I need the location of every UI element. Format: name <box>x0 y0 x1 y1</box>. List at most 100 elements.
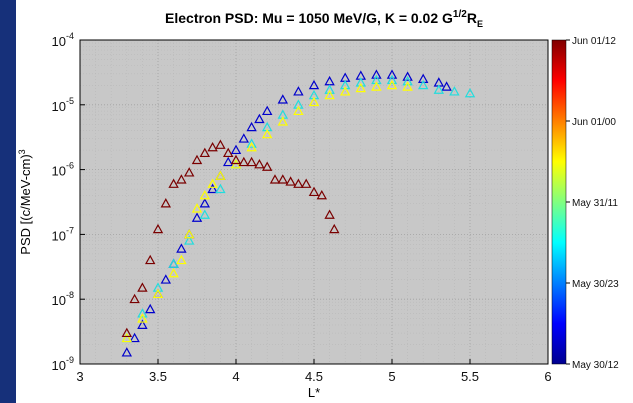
data-point <box>137 282 148 292</box>
data-point <box>215 170 226 180</box>
data-point <box>183 228 195 239</box>
data-point <box>433 84 445 94</box>
data-point <box>129 332 140 343</box>
data-point <box>230 154 242 165</box>
data-point <box>300 178 312 188</box>
data-point <box>308 186 320 197</box>
data-point <box>293 178 304 188</box>
x-tick-label: 5 <box>388 369 395 384</box>
data-point <box>199 198 211 208</box>
data-point <box>199 147 211 158</box>
data-point <box>215 139 226 149</box>
data-point <box>121 347 133 357</box>
data-point <box>160 274 172 284</box>
chart-title: Electron PSD: Mu = 1050 MeV/G, K = 0.02 … <box>165 9 483 29</box>
data-point <box>137 319 148 329</box>
colorbar-tick-label: May 30/12 <box>572 360 619 371</box>
data-point <box>355 82 367 93</box>
data-point <box>152 288 164 299</box>
data-series <box>121 69 476 357</box>
data-point <box>285 176 296 186</box>
data-point <box>246 121 257 132</box>
y-tick-label: 10-8 <box>52 290 74 308</box>
data-point <box>339 79 351 90</box>
data-point <box>441 81 452 91</box>
data-point <box>183 167 195 177</box>
series-2 <box>121 79 413 343</box>
data-point <box>308 79 320 90</box>
data-point <box>324 89 335 100</box>
data-point <box>417 79 429 90</box>
colorbar-tick-label: May 31/11 <box>572 198 618 209</box>
x-tick-label: 6 <box>544 369 551 384</box>
colorbar-tick-label: Jun 01/12 <box>572 36 616 47</box>
data-point <box>144 254 156 265</box>
data-point <box>293 99 304 109</box>
x-tick-label: 4 <box>232 369 239 384</box>
y-tick-label: 10-7 <box>52 225 74 243</box>
axis-ticks: 3 3.5 4 4.5 5 5.5 6 10-9 10-8 10-7 10-6 10-5 10-4 <box>52 31 552 384</box>
y-tick-label: 10-6 <box>52 161 74 179</box>
x-tick-label: 3 <box>76 369 83 384</box>
data-point <box>238 133 250 143</box>
data-point <box>160 198 172 208</box>
x-tick-label: 3.5 <box>149 369 167 384</box>
data-point <box>449 86 460 96</box>
y-tick-label: 10-4 <box>52 31 74 49</box>
data-point <box>246 141 257 152</box>
data-point <box>137 313 148 323</box>
data-point <box>254 113 265 124</box>
data-point <box>207 183 218 194</box>
data-point <box>207 141 218 152</box>
data-point <box>371 81 382 91</box>
data-point <box>254 159 265 169</box>
data-point <box>386 74 398 85</box>
y-tick-label: 10-5 <box>52 96 74 114</box>
data-point <box>152 223 164 234</box>
svg-text:Electron PSD: Mu = 1050 MeV/G,: Electron PSD: Mu = 1050 MeV/G, K = 0.02 … <box>165 9 483 29</box>
data-point <box>402 81 413 91</box>
data-point <box>191 154 203 165</box>
data-point <box>277 116 289 126</box>
data-point <box>168 258 179 268</box>
data-point <box>402 71 413 81</box>
data-point <box>324 84 335 94</box>
data-point <box>129 293 140 304</box>
data-point <box>168 178 179 188</box>
data-point <box>199 209 211 219</box>
data-point <box>417 73 429 83</box>
data-point <box>199 189 211 200</box>
colorbar <box>551 39 567 365</box>
data-point <box>238 156 250 167</box>
data-point <box>191 203 203 213</box>
colorbar-tick-label: Jun 01/00 <box>572 117 616 128</box>
data-point <box>386 69 398 79</box>
data-point <box>222 147 234 158</box>
data-point <box>176 243 187 253</box>
data-point <box>261 128 273 139</box>
data-point <box>121 332 133 343</box>
data-point <box>191 212 203 222</box>
x-tick-label: 4.5 <box>305 369 323 384</box>
data-point <box>386 79 398 90</box>
data-point <box>215 183 226 194</box>
data-point <box>152 282 164 292</box>
data-point <box>137 308 148 318</box>
data-point <box>355 77 367 87</box>
left-border-strip <box>0 0 16 403</box>
colorbar-tick-label: May 30/23 <box>572 279 619 290</box>
data-point <box>324 209 335 219</box>
data-point <box>121 327 133 338</box>
data-point <box>261 161 273 171</box>
data-point <box>293 105 304 116</box>
data-point <box>246 138 257 148</box>
data-point <box>230 144 242 155</box>
data-point <box>277 94 289 104</box>
data-point <box>261 105 273 116</box>
x-axis-label: L* <box>308 385 320 400</box>
y-tick-label: 10-9 <box>52 355 74 373</box>
data-point <box>222 156 234 167</box>
data-point <box>371 69 382 79</box>
x-tick-label: 5.5 <box>461 369 479 384</box>
